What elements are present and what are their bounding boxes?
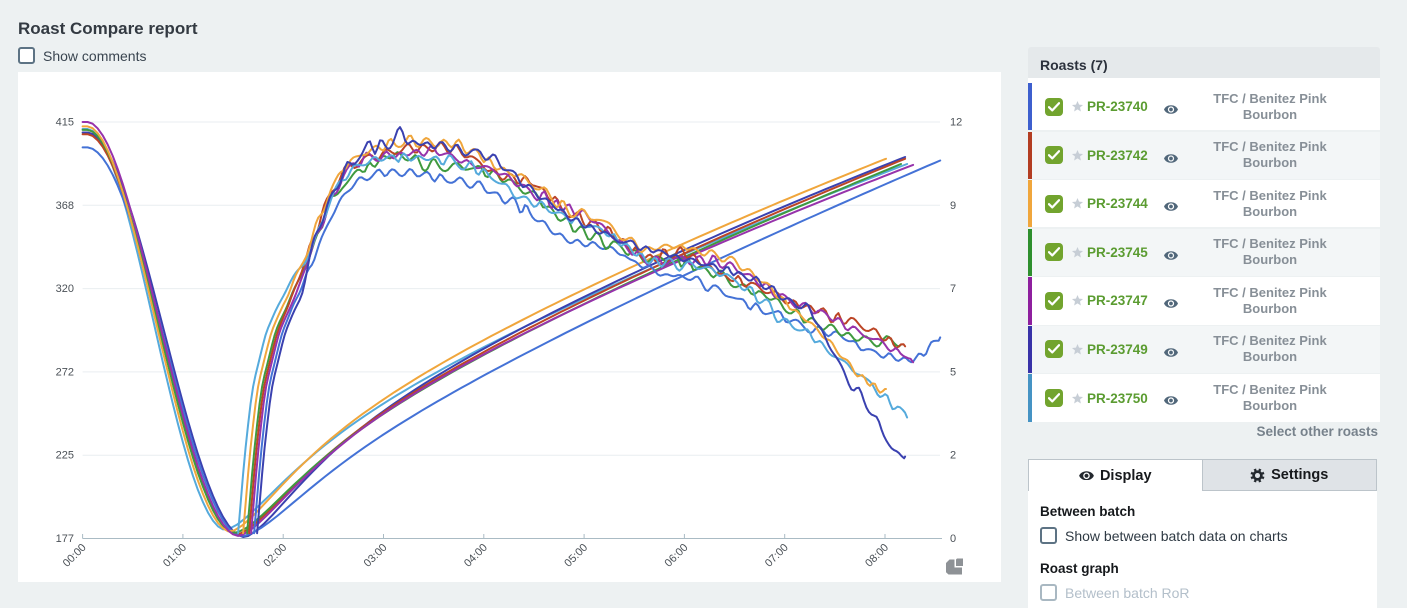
svg-text:9: 9	[950, 200, 956, 212]
svg-text:225: 225	[56, 450, 74, 462]
svg-text:0: 0	[950, 533, 956, 545]
svg-text:12: 12	[950, 117, 962, 129]
svg-text:5: 5	[950, 366, 956, 378]
svg-text:320: 320	[56, 283, 74, 295]
svg-text:368: 368	[56, 200, 74, 212]
svg-text:2: 2	[950, 450, 956, 462]
svg-text:07:00: 07:00	[763, 542, 791, 570]
svg-text:03:00: 03:00	[362, 542, 390, 570]
svg-text:02:00: 02:00	[261, 542, 289, 570]
svg-text:04:00: 04:00	[462, 542, 490, 570]
svg-text:415: 415	[56, 117, 74, 129]
svg-text:01:00: 01:00	[161, 542, 189, 570]
svg-text:7: 7	[950, 283, 956, 295]
svg-text:06:00: 06:00	[663, 542, 691, 570]
svg-text:272: 272	[56, 366, 74, 378]
svg-text:00:00: 00:00	[61, 542, 89, 570]
svg-text:05:00: 05:00	[562, 542, 590, 570]
svg-text:177: 177	[56, 533, 74, 545]
svg-text:08:00: 08:00	[863, 542, 891, 570]
